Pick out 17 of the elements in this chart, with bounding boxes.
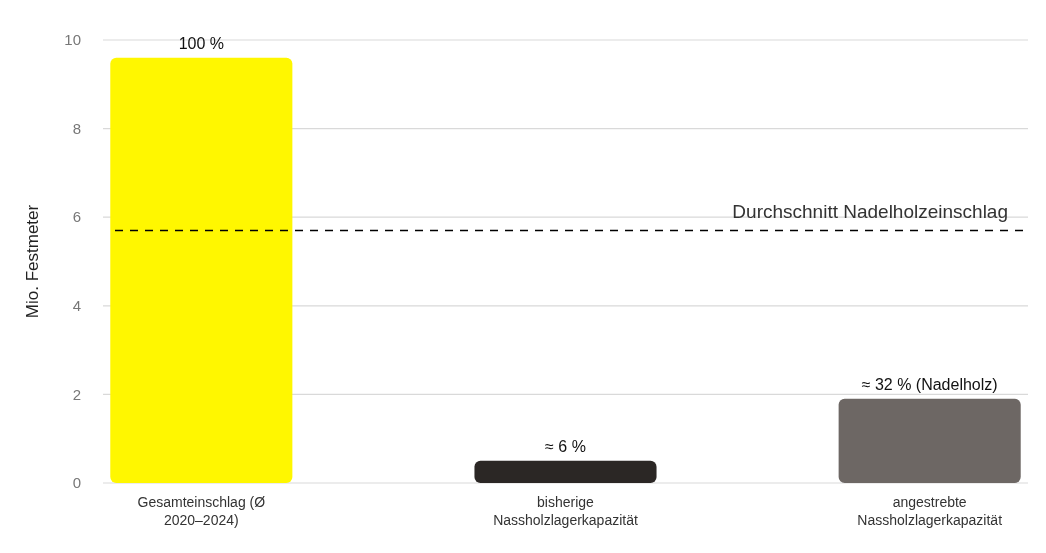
y-tick-label: 4: [72, 297, 81, 315]
y-tick-label: 8: [72, 119, 81, 137]
y-axis-title: Mio. Festmeter: [23, 204, 42, 319]
y-tick-label: 0: [72, 474, 81, 492]
x-tick-label: angestrebte Nassholzlagerkapazität: [857, 494, 1003, 528]
y-tick-label: 6: [72, 208, 81, 226]
y-tick-label: 2: [72, 385, 81, 403]
bar: [474, 460, 657, 483]
bar: [110, 57, 293, 483]
annotation: ≈ 32 % (Nadelholz): [861, 375, 998, 393]
annotation: ≈ 6 %: [545, 437, 586, 455]
ref-line-label: Durchschnitt Nadelholzeinschlag: [732, 201, 1008, 223]
y-tick-label: 10: [64, 31, 81, 49]
x-tick-label: Gesamteinschlag (Ø 2020–2024): [137, 494, 266, 528]
x-tick-label: bisherige Nassholzlagerkapazität: [493, 494, 638, 528]
bar: [838, 398, 1021, 483]
annotation: 100 %: [178, 34, 225, 52]
